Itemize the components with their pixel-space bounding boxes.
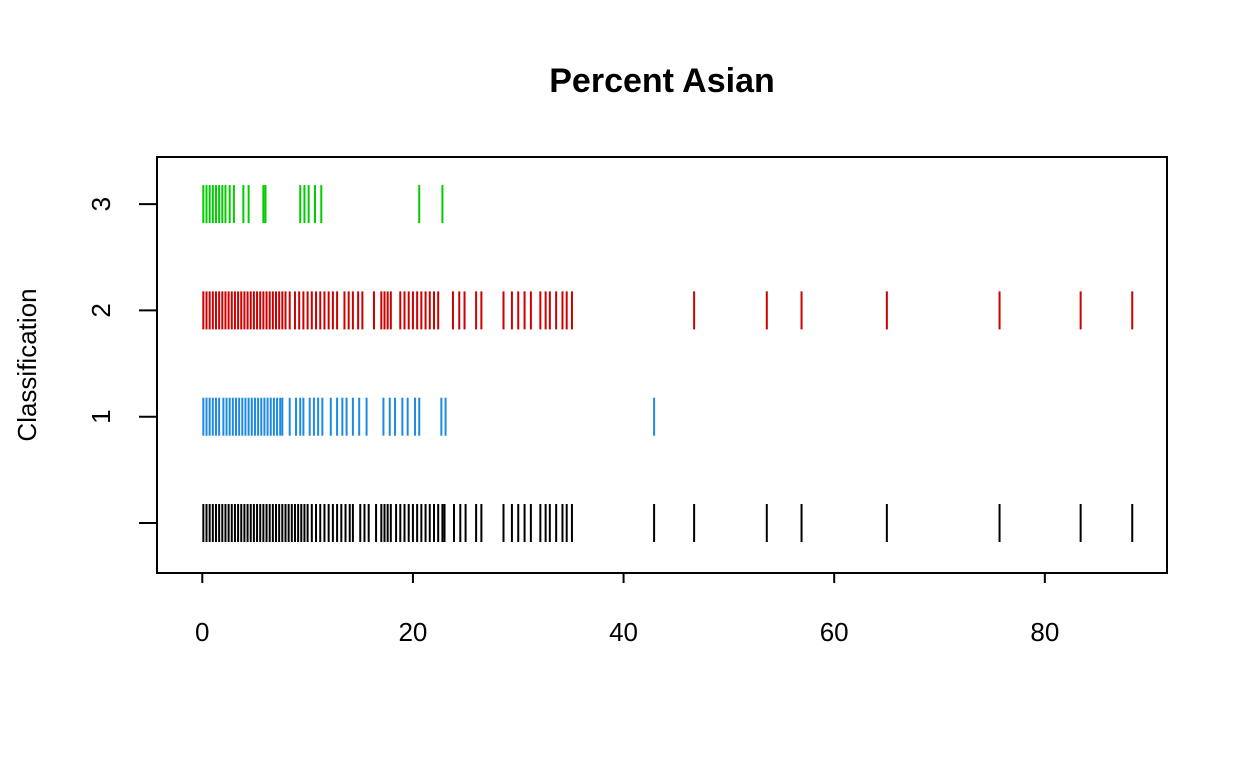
x-tick-label: 0	[195, 617, 209, 647]
y-tick-label: 2	[86, 303, 116, 317]
series-row-1	[202, 397, 656, 436]
x-tick-label: 40	[609, 617, 638, 647]
y-axis-label: Classification	[12, 288, 42, 441]
y-axis: 1 2 3	[86, 197, 157, 524]
chart-title: Percent Asian	[549, 62, 775, 100]
series-row-3	[202, 185, 444, 224]
x-axis: 0 20 40 60 80	[195, 572, 1059, 647]
x-tick-label: 20	[398, 617, 427, 647]
y-tick-label: 1	[86, 409, 116, 423]
series-row-2	[202, 291, 1134, 330]
x-tick-label: 60	[820, 617, 849, 647]
series-row-0	[202, 504, 1134, 542]
x-tick-label: 80	[1030, 617, 1059, 647]
strip-marks	[202, 185, 1134, 542]
y-tick-label: 3	[86, 197, 116, 211]
